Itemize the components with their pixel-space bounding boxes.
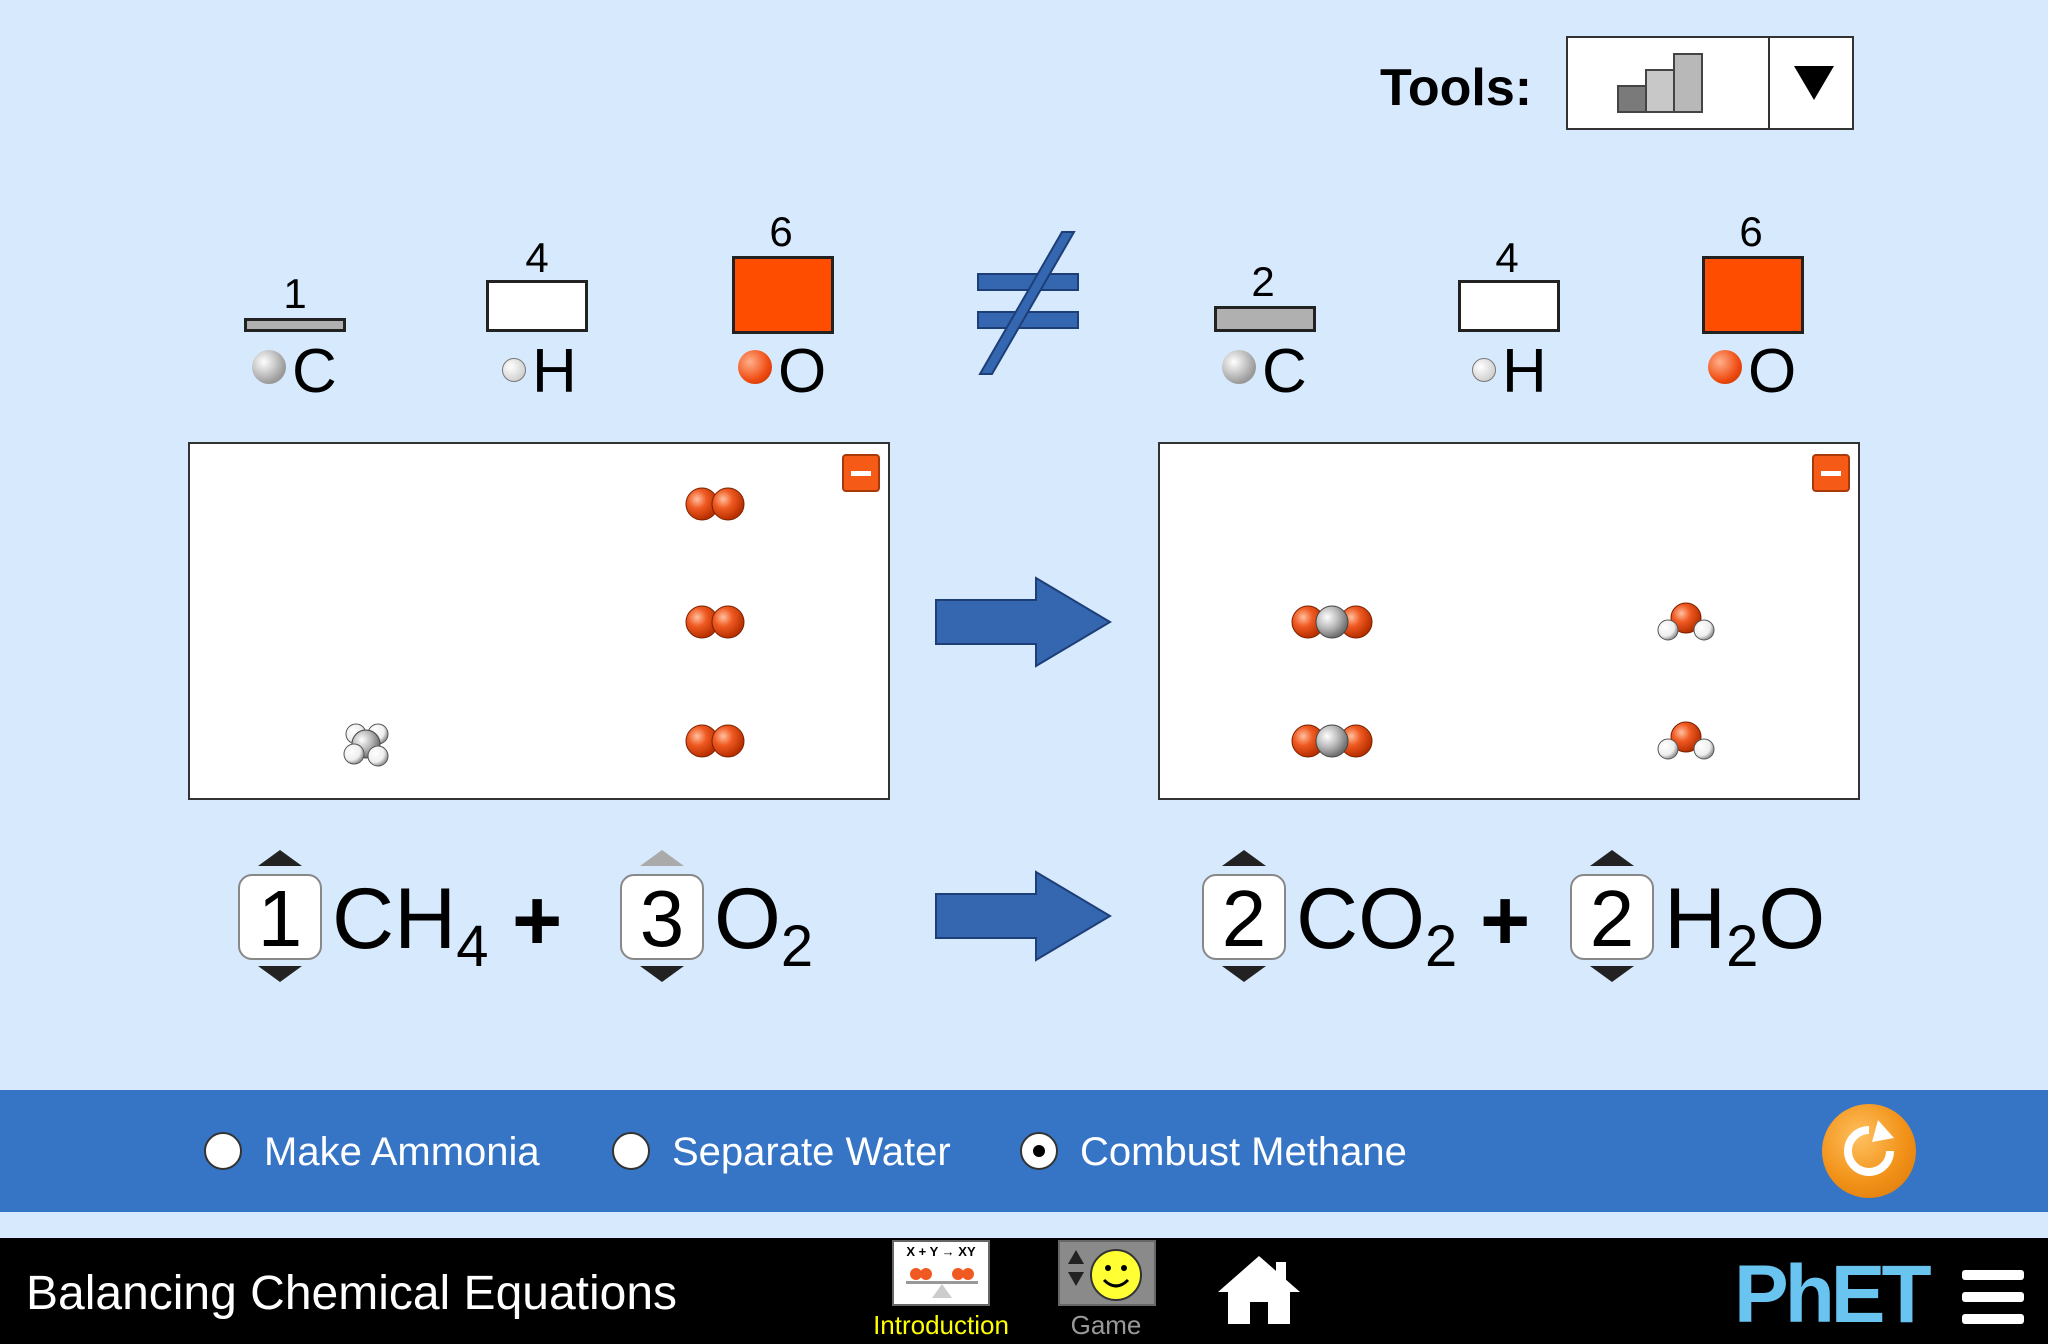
- element-label-o: O: [1748, 337, 1797, 406]
- decrement-coefficient-co2-button[interactable]: [1222, 966, 1266, 982]
- ch4-molecule[interactable]: [343, 723, 389, 767]
- element-label-h: H: [532, 337, 577, 406]
- collapse-products-button[interactable]: [1812, 454, 1850, 492]
- reset-icon: [1844, 1120, 1894, 1176]
- o2-molecule[interactable]: [685, 724, 745, 758]
- bar-chart-icon: [1617, 53, 1703, 113]
- balance-scale-icon: [906, 1268, 978, 1298]
- introduction-screen-icon[interactable]: X + Y → XY: [892, 1240, 990, 1306]
- formula-co2: CO2: [1296, 871, 1458, 979]
- product-molecules: [1291, 602, 1715, 760]
- increment-coefficient-co2-button[interactable]: [1222, 850, 1266, 866]
- combo-divider: [1768, 38, 1770, 128]
- increment-coefficient-ch4-button[interactable]: [258, 850, 302, 866]
- hydrogen-atom-icon: [502, 358, 526, 382]
- game-screen-icon[interactable]: [1058, 1240, 1156, 1306]
- oxygen-atom-icon: [738, 350, 772, 384]
- phet-logo[interactable]: PhET: [1734, 1249, 1932, 1340]
- reaction-arrow-icon: [935, 576, 1112, 668]
- oxygen-atom-icon: [1708, 350, 1742, 384]
- h2o-molecule[interactable]: [1657, 602, 1715, 641]
- increment-coefficient-o2-button[interactable]: [640, 850, 684, 866]
- bar-count-o: 6: [1739, 208, 1763, 255]
- hydrogen-atom-icon: [1472, 358, 1496, 382]
- plus-sign: +: [512, 873, 563, 969]
- decrement-coefficient-ch4-button[interactable]: [258, 966, 302, 982]
- bar-h: [486, 280, 588, 332]
- radio-label-make-ammonia[interactable]: Make Ammonia: [264, 1130, 540, 1174]
- collapse-reactants-button[interactable]: [842, 454, 880, 492]
- equation-arrow-icon: [935, 870, 1112, 962]
- carbon-atom-icon: [252, 350, 286, 384]
- menu-icon[interactable]: [1960, 1268, 2026, 1326]
- smiley-face-icon: [1068, 1249, 1142, 1301]
- bar-h: [1458, 280, 1560, 332]
- radio-combust-methane[interactable]: [1020, 1132, 1058, 1170]
- screen-label-introduction[interactable]: Introduction: [873, 1310, 1009, 1340]
- element-label-c: C: [292, 337, 337, 406]
- radio-separate-water[interactable]: [612, 1132, 650, 1170]
- coefficient-o2[interactable]: 3: [620, 874, 704, 962]
- introduction-icon-equation: X + Y → XY: [906, 1244, 976, 1259]
- element-label-o: O: [778, 337, 827, 406]
- o2-molecule[interactable]: [685, 487, 745, 521]
- plus-sign: +: [1480, 873, 1531, 969]
- radio-selected-dot: [1033, 1145, 1045, 1157]
- navigation-bar: [0, 1238, 2048, 1344]
- products-box[interactable]: [1158, 442, 1860, 800]
- h2o-molecule[interactable]: [1657, 721, 1715, 760]
- decrement-coefficient-h2o-button[interactable]: [1590, 966, 1634, 982]
- bar-o: [732, 256, 834, 334]
- increment-coefficient-h2o-button[interactable]: [1590, 850, 1634, 866]
- radio-label-separate-water[interactable]: Separate Water: [672, 1130, 951, 1174]
- bar-c: [1214, 306, 1316, 332]
- o2-molecule[interactable]: [685, 605, 745, 639]
- not-equal-icon: [977, 231, 1079, 375]
- coefficient-ch4[interactable]: 1: [238, 874, 322, 962]
- co2-molecule[interactable]: [1291, 724, 1373, 758]
- reactants-box[interactable]: [188, 442, 890, 800]
- formula-h2o: H2O: [1664, 871, 1826, 979]
- formula-ch4: CH4: [332, 871, 489, 979]
- formula-o2: O2: [714, 871, 814, 979]
- bar-o: [1702, 256, 1804, 334]
- home-icon[interactable]: [1214, 1252, 1304, 1328]
- bar-count-h: 4: [1495, 234, 1519, 281]
- element-label-h: H: [1502, 337, 1547, 406]
- element-label-c: C: [1262, 337, 1307, 406]
- tools-combo-box[interactable]: [1566, 36, 1854, 130]
- carbon-atom-icon: [1222, 350, 1256, 384]
- tools-label: Tools:: [1380, 59, 1533, 117]
- dropdown-arrow-icon[interactable]: [1794, 66, 1834, 100]
- coefficient-co2[interactable]: 2: [1202, 874, 1286, 962]
- bar-count-c: 2: [1251, 258, 1275, 305]
- screen-label-game[interactable]: Game: [1070, 1310, 1142, 1340]
- co2-molecule[interactable]: [1291, 605, 1373, 639]
- coefficient-h2o[interactable]: 2: [1570, 874, 1654, 962]
- decrement-coefficient-o2-button[interactable]: [640, 966, 684, 982]
- bar-count-c: 1: [283, 270, 307, 317]
- reactant-molecules: [343, 487, 745, 767]
- sim-title: Balancing Chemical Equations: [26, 1267, 678, 1320]
- bar-c: [244, 318, 346, 332]
- bar-count-o: 6: [769, 208, 793, 255]
- reset-all-button[interactable]: [1822, 1104, 1916, 1198]
- radio-make-ammonia[interactable]: [204, 1132, 242, 1170]
- bar-count-h: 4: [525, 234, 549, 281]
- radio-label-combust-methane[interactable]: Combust Methane: [1080, 1130, 1407, 1174]
